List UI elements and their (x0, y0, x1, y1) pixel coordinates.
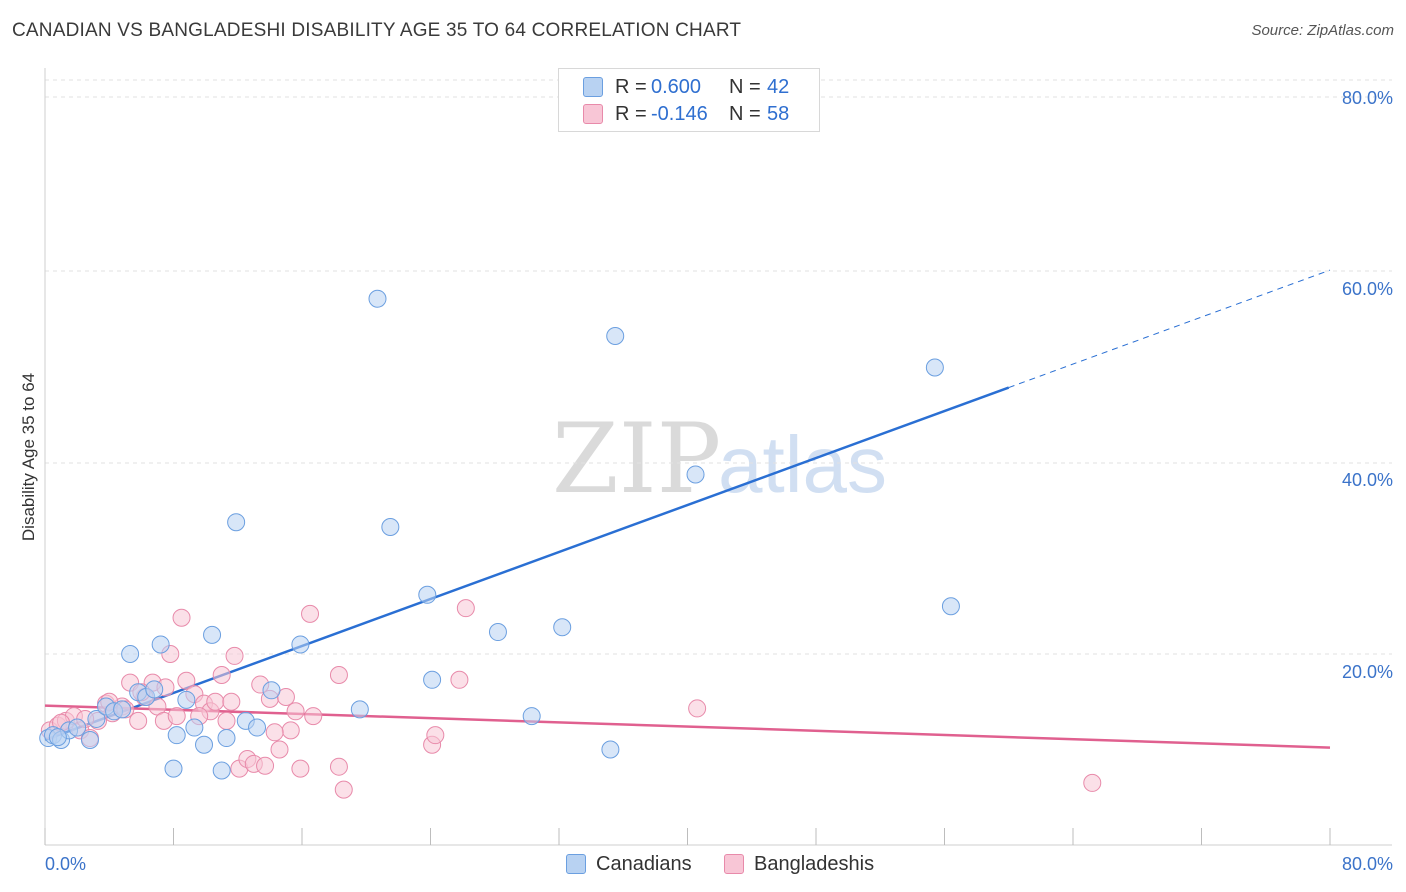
bangladeshi-point (270, 740, 289, 759)
canadian-point (606, 326, 625, 345)
bangladeshi-point (217, 711, 236, 730)
legend-item-bangladeshis[interactable]: Bangladeshis (724, 851, 874, 877)
canadian-point (350, 700, 369, 719)
y-tick-label: 80.0% (1342, 88, 1393, 108)
x-tick-label-max: 80.0% (1342, 854, 1393, 874)
canadian-point (941, 597, 960, 616)
bangladeshi-point (222, 692, 241, 711)
y-axis-title: Disability Age 35 to 64 (19, 373, 38, 541)
canadian-point (227, 513, 246, 532)
canadians-swatch (583, 77, 603, 97)
bangladeshi-point (172, 608, 191, 627)
bangladeshi-point (167, 707, 186, 726)
watermark-atlas: atlas (718, 420, 887, 509)
canadian-point (488, 623, 507, 642)
canadian-point (368, 289, 387, 308)
n-value: 58 (767, 102, 790, 125)
bangladeshi-point (426, 726, 445, 745)
canadian-point (522, 707, 541, 726)
legend-item-canadians[interactable]: Canadians (566, 851, 692, 877)
canadian-point (145, 680, 164, 699)
canadian-point (601, 740, 620, 759)
canadians-trend-line (44, 386, 1010, 742)
bangladeshi-point (301, 604, 320, 623)
bangladeshi-point (281, 721, 300, 740)
bangladeshi-point (329, 757, 348, 776)
bangladeshi-point (329, 666, 348, 685)
bangladeshi-point (129, 711, 148, 730)
bangladeshi-point (291, 759, 310, 778)
bangladeshi-point (225, 646, 244, 665)
r-value: 0.600 (651, 75, 702, 98)
canadian-point (48, 728, 67, 747)
n-value: 42 (767, 75, 790, 98)
n-label: N = (729, 75, 761, 98)
x-tick-label-min: 0.0% (45, 854, 86, 874)
bangladeshis-legend-label: Bangladeshis (754, 852, 875, 875)
legend-row-bangladeshis: R = -0.146 N = 58 (583, 101, 789, 127)
correlation-legend: R = 0.600 N = 42 R = -0.146 N = 58 (558, 68, 820, 132)
canadian-point (418, 585, 437, 604)
canadian-point (80, 730, 99, 749)
canadian-point (248, 718, 267, 737)
canadian-point (121, 645, 140, 663)
canadian-point (262, 681, 281, 700)
canadian-point (113, 700, 132, 719)
canadian-point (203, 625, 222, 644)
n-label: N = (729, 102, 761, 125)
canadians-trend-extension (1008, 269, 1331, 389)
canadians-legend-label: Canadians (596, 852, 692, 875)
bangladeshi-point (334, 780, 353, 799)
y-tick-label: 60.0% (1342, 279, 1393, 299)
bangladeshi-point (304, 707, 323, 726)
bangladeshi-point (256, 756, 275, 775)
canadian-point (68, 718, 87, 737)
canadian-point (423, 670, 442, 689)
canadian-point (381, 517, 400, 536)
bangladeshi-point (265, 723, 284, 742)
bangladeshi-point (177, 671, 196, 690)
canadian-point (177, 690, 196, 709)
canadian-point (212, 761, 231, 780)
chart-title: CANADIAN VS BANGLADESHI DISABILITY AGE 3… (12, 20, 742, 41)
canadian-point (87, 709, 106, 728)
r-value: -0.146 (651, 102, 708, 125)
bangladeshi-point (456, 599, 475, 618)
canadian-point (185, 718, 204, 737)
y-tick-label: 40.0% (1342, 470, 1393, 490)
watermark: ZIP atlas (552, 403, 887, 515)
r-label: R = (615, 75, 647, 98)
canadian-point (195, 735, 214, 754)
canadian-point (553, 618, 572, 637)
legend-row-canadians: R = 0.600 N = 42 (583, 74, 789, 100)
bangladeshis-trend-line (44, 704, 1331, 749)
bangladeshi-point (206, 692, 225, 711)
bangladeshi-point (1083, 773, 1102, 792)
bangladeshi-point (688, 699, 707, 718)
bangladeshi-point (212, 666, 231, 685)
canadian-point (167, 726, 186, 745)
canadian-point (686, 465, 705, 484)
canadian-point (164, 759, 183, 778)
canadian-point (925, 358, 944, 377)
source-label: Source: ZipAtlas.com (1251, 22, 1394, 39)
bangladeshis-swatch (583, 104, 603, 124)
r-label: R = (615, 102, 647, 125)
bangladeshi-point (450, 670, 469, 689)
watermark-zip: ZIP (552, 403, 721, 515)
bangladeshi-point (286, 702, 305, 721)
canadian-point (291, 635, 310, 654)
bangladeshis-legend-swatch (724, 854, 744, 874)
canadian-point (217, 729, 236, 748)
canadians-legend-swatch (566, 854, 586, 874)
y-tick-label: 20.0% (1342, 662, 1393, 682)
canadian-point (151, 635, 170, 654)
